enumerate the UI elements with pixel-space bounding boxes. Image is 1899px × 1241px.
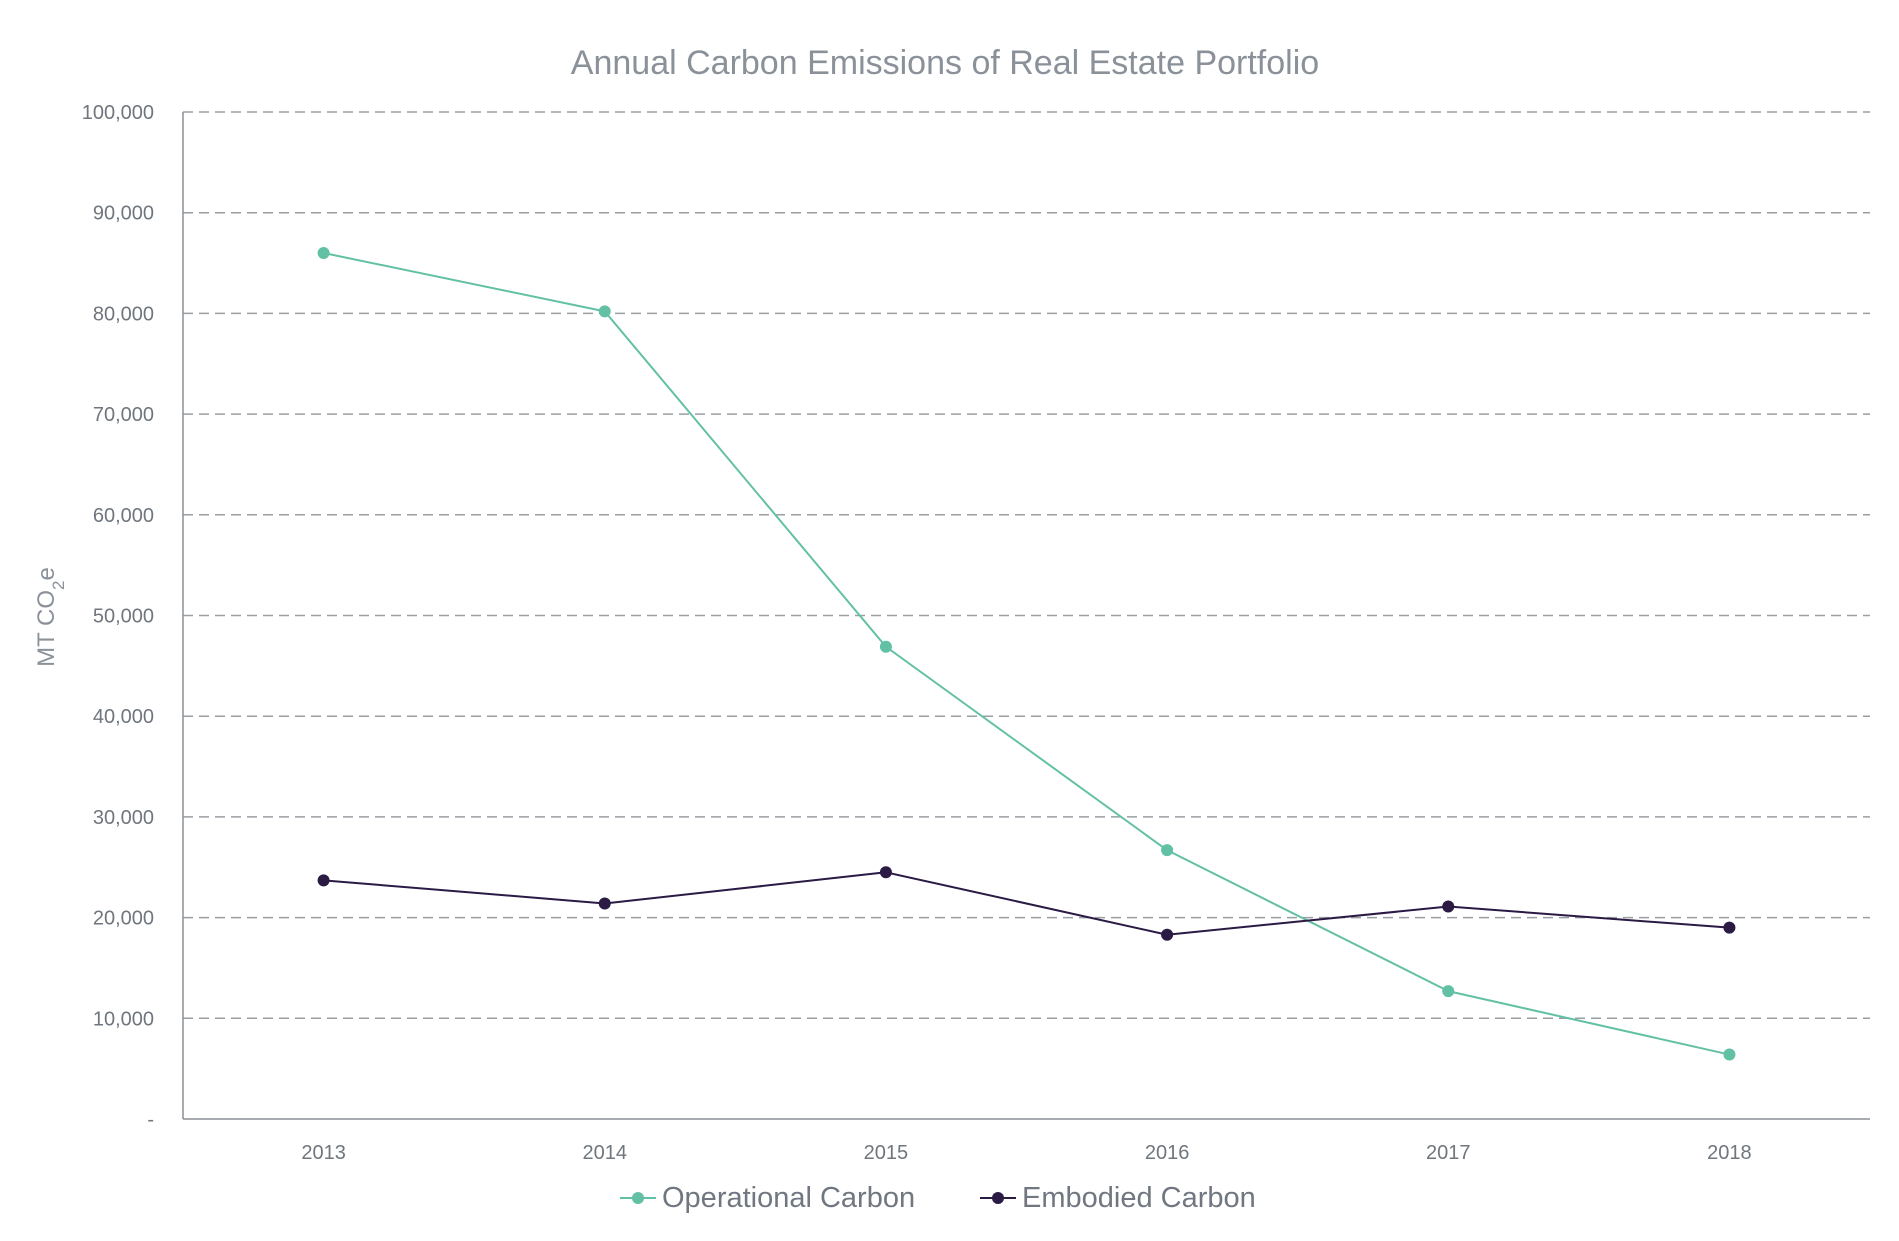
legend: Operational Carbon Embodied Carbon	[620, 1182, 1256, 1214]
data-point	[598, 897, 611, 910]
y-tick-labels-group: - 10,000 20,000 30,000 40,000 50,000 60,000 70,…	[82, 102, 154, 1131]
legend-entry: Embodied Carbon	[980, 1182, 1256, 1214]
legend-label: Operational Carbon	[662, 1182, 915, 1214]
x-tick-label: 2013	[301, 1142, 346, 1164]
data-point	[1723, 1048, 1736, 1061]
y-tick-label: 90,000	[93, 203, 154, 225]
y-tick-label: 100,000	[82, 102, 154, 124]
data-point	[1723, 921, 1736, 934]
data-point	[1161, 928, 1174, 941]
legend-swatch-marker	[632, 1192, 644, 1204]
data-point	[879, 640, 892, 653]
data-point	[317, 246, 330, 259]
gridlines-group	[183, 111, 1870, 1020]
y-tick-label: 10,000	[93, 1008, 154, 1030]
y-tick-label: 50,000	[93, 606, 154, 628]
y-axis-label-prefix: MT CO	[33, 590, 60, 667]
series-embodied-carbon	[317, 866, 1736, 941]
legend-entry: Operational Carbon	[620, 1182, 915, 1214]
y-tick-label: 80,000	[93, 303, 154, 325]
axes-group	[182, 112, 1870, 1120]
data-point	[1442, 985, 1455, 998]
series-group	[317, 246, 1736, 1061]
y-axis-label: MT CO2e	[33, 567, 68, 667]
x-tick-label: 2015	[864, 1142, 909, 1164]
x-tick-label: 2016	[1145, 1142, 1190, 1164]
y-tick-label: 60,000	[93, 505, 154, 527]
y-axis-label-subscript: 2	[49, 581, 68, 590]
data-point	[1442, 900, 1455, 913]
legend-label: Embodied Carbon	[1022, 1182, 1256, 1214]
y-tick-label: 40,000	[93, 706, 154, 728]
y-tick-label: 70,000	[93, 404, 154, 426]
x-tick-labels-group: 2013 2014 2015 2016 2017 2018	[301, 1142, 1751, 1164]
y-tick-label: 30,000	[93, 807, 154, 829]
series-line	[323, 252, 1730, 1056]
data-point	[317, 874, 330, 887]
legend-swatch-marker	[992, 1192, 1004, 1204]
x-tick-label: 2017	[1426, 1142, 1471, 1164]
x-tick-label: 2014	[583, 1142, 628, 1164]
y-tick-label: -	[147, 1109, 154, 1131]
y-tick-label: 20,000	[93, 908, 154, 930]
data-point	[598, 305, 611, 318]
x-tick-label: 2018	[1707, 1142, 1752, 1164]
series-operational-carbon	[317, 246, 1736, 1061]
y-axis-label-suffix: e	[33, 567, 60, 580]
chart-title: Annual Carbon Emissions of Real Estate P…	[571, 44, 1319, 82]
data-point	[879, 866, 892, 879]
series-line	[323, 871, 1730, 936]
data-point	[1161, 844, 1174, 857]
